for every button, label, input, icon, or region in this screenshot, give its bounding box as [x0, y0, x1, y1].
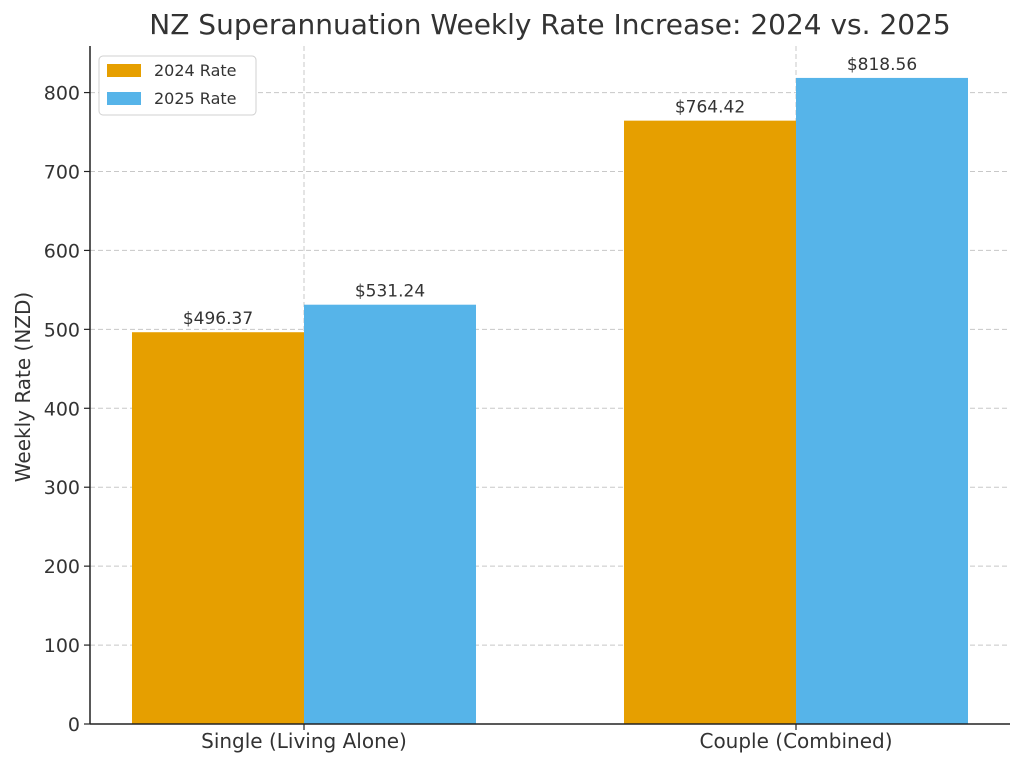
y-tick-label: 0 — [68, 714, 80, 736]
bar-2025-0 — [304, 304, 476, 724]
data-label: $496.37 — [183, 309, 253, 329]
chart-title: NZ Superannuation Weekly Rate Increase: … — [149, 8, 950, 41]
y-tick-label: 300 — [44, 477, 80, 499]
legend: 2024 Rate 2025 Rate — [98, 55, 257, 116]
bar-2024-0 — [132, 332, 304, 724]
y-tick-label: 500 — [44, 319, 80, 341]
bars-layer — [132, 77, 968, 724]
y-tick-label: 600 — [44, 240, 80, 262]
data-labels-layer: $496.37 $764.42 $531.24 $818.56 — [183, 55, 917, 329]
y-tick-label: 700 — [44, 161, 80, 183]
y-tick-label: 800 — [44, 83, 80, 105]
bar-2025-1 — [796, 77, 968, 724]
legend-label: 2024 Rate — [154, 61, 237, 80]
legend-swatch — [107, 92, 141, 105]
data-label: $818.56 — [847, 55, 917, 75]
y-tick-label: 100 — [44, 635, 80, 657]
legend-label: 2025 Rate — [154, 89, 237, 108]
data-label: $764.42 — [675, 98, 745, 118]
x-tick-label: Single (Living Alone) — [201, 729, 407, 753]
y-axis-label: Weekly Rate (NZD) — [11, 292, 35, 482]
axes-layer: 0 100 200 300 400 500 600 700 800 Single (Living … — [44, 46, 1010, 753]
y-tick-label: 200 — [44, 556, 80, 578]
data-label: $531.24 — [355, 282, 425, 302]
x-tick-label: Couple (Combined) — [699, 729, 892, 753]
y-tick-label: 400 — [44, 398, 80, 420]
legend-swatch — [107, 64, 141, 77]
bar-2024-1 — [624, 120, 796, 724]
